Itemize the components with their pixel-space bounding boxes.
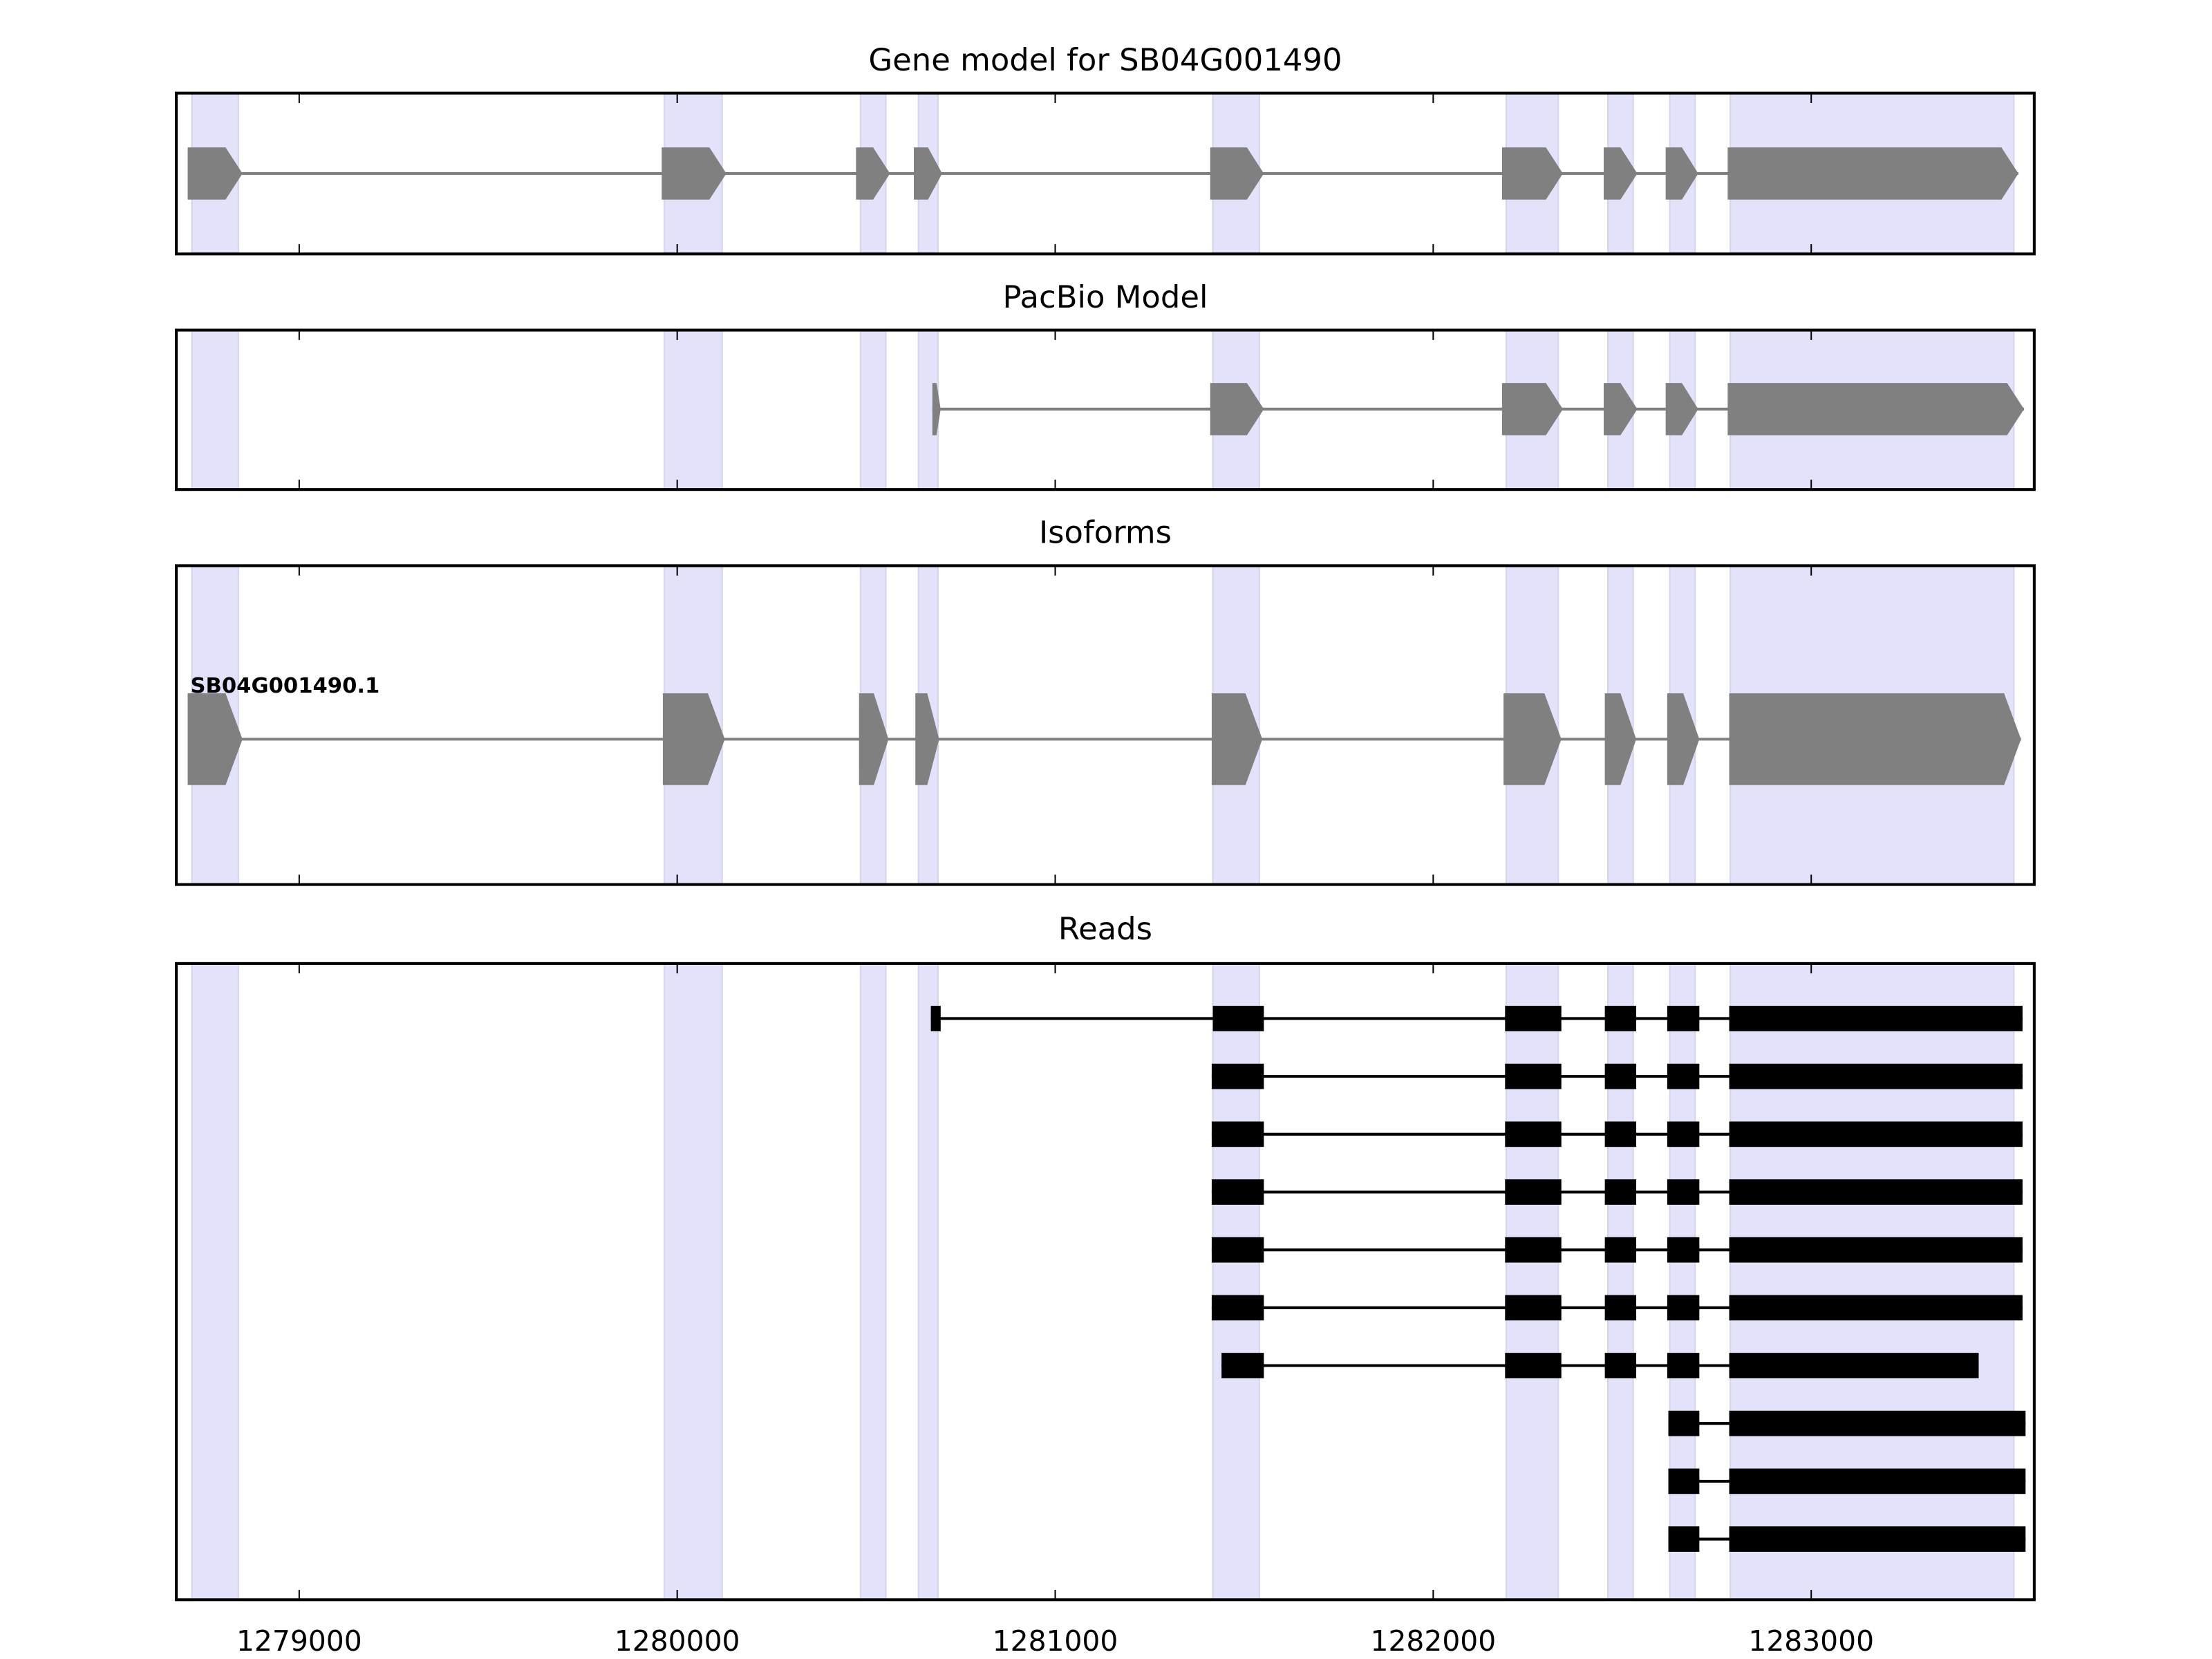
read-exon-block — [1604, 1063, 1637, 1089]
read-exon-block — [1212, 1006, 1264, 1031]
read-exon-block — [1668, 1468, 1700, 1494]
read-exon-block — [1729, 1121, 2023, 1147]
read-exon-block — [1211, 1179, 1264, 1205]
read-exon-block — [1668, 1410, 1700, 1436]
isoform-label: SB04G001490.1 — [191, 674, 380, 698]
panel-frame — [175, 962, 2036, 1602]
exon-arrow — [1501, 383, 1563, 435]
exon-arrow — [1604, 693, 1637, 785]
exon-arrow — [1665, 383, 1698, 435]
panel-title: Reads — [1058, 910, 1152, 947]
read-exon-block — [1604, 1237, 1637, 1263]
shaded-exon-region — [664, 962, 723, 1601]
read-exon-block — [1729, 1353, 1979, 1378]
read-exon-block — [1667, 1121, 1700, 1147]
panel-frame — [175, 564, 2036, 886]
read-exon-block — [1667, 1063, 1700, 1089]
shaded-exon-region — [1606, 962, 1634, 1601]
read-exon-block — [1729, 1410, 2026, 1436]
shaded-exon-region — [191, 962, 239, 1601]
read-exon-block — [1729, 1006, 2023, 1031]
shaded-exon-region — [191, 329, 239, 491]
read-exon-block — [1729, 1063, 2023, 1089]
read-exon-block — [1604, 1121, 1637, 1147]
shaded-exon-region — [859, 962, 887, 1601]
read-exon-block — [1667, 1237, 1700, 1263]
read-exon-block — [1729, 1237, 2023, 1263]
read-exon-block — [1505, 1353, 1562, 1378]
read-exon-block — [1604, 1295, 1637, 1321]
x-tick-label: 1283000 — [1748, 1624, 1874, 1658]
read-exon-block — [1211, 1295, 1264, 1321]
exon-arrow — [1210, 147, 1264, 200]
read-exon-block — [1667, 1006, 1700, 1031]
exon-arrow — [187, 693, 243, 785]
x-tick-label: 1280000 — [615, 1624, 740, 1658]
exon-arrow — [856, 147, 890, 200]
read-exon-block — [1729, 1526, 2026, 1552]
shaded-exon-region — [859, 329, 887, 491]
panel-title: Gene model for SB04G001490 — [868, 41, 1342, 78]
read-exon-block — [1667, 1295, 1700, 1321]
read-exon-block — [1505, 1006, 1562, 1031]
read-exon-block — [1729, 1179, 2023, 1205]
read-exon-block — [1667, 1179, 1700, 1205]
read-exon-block — [1211, 1237, 1264, 1263]
read-exon-block — [1604, 1353, 1637, 1378]
read-exon-block — [1668, 1526, 1700, 1552]
exon-arrow — [187, 147, 243, 200]
x-tick-label: 1279000 — [236, 1624, 362, 1658]
exon-arrow — [914, 147, 943, 200]
read-exon-block — [1211, 1121, 1264, 1147]
shaded-exon-region — [1730, 962, 2015, 1601]
read-exon-block — [1505, 1121, 1562, 1147]
exon-arrow — [1503, 693, 1562, 785]
panel-title: Isoforms — [1039, 514, 1172, 551]
exon-arrow — [1210, 383, 1264, 435]
exon-arrow — [662, 147, 727, 200]
shaded-exon-region — [917, 962, 939, 1601]
read-exon-block — [1505, 1237, 1562, 1263]
panel-frame — [175, 328, 2036, 491]
panel-frame — [175, 91, 2036, 256]
read-exon-block — [1604, 1179, 1637, 1205]
read-exon-block — [1211, 1063, 1264, 1089]
read-exon-block — [1505, 1179, 1562, 1205]
exon-arrow — [662, 693, 725, 785]
x-tick-label: 1281000 — [993, 1624, 1118, 1658]
shaded-exon-region — [664, 329, 723, 491]
exon-arrow — [1727, 383, 2025, 435]
panel-title: PacBio Model — [1003, 279, 1208, 315]
exon-arrow — [1729, 693, 2021, 785]
read-exon-block — [930, 1006, 941, 1031]
exon-arrow — [932, 383, 941, 435]
read-exon-block — [1221, 1353, 1264, 1378]
x-tick-label: 1282000 — [1371, 1624, 1497, 1658]
exon-arrow — [1501, 147, 1563, 200]
read-exon-block — [1505, 1063, 1562, 1089]
exon-arrow — [1727, 147, 2018, 200]
exon-arrow — [1667, 693, 1700, 785]
exon-arrow — [1211, 693, 1263, 785]
shaded-exon-region — [1669, 962, 1696, 1601]
read-exon-block — [1505, 1295, 1562, 1321]
read-exon-block — [1729, 1295, 2023, 1321]
shaded-exon-region — [1505, 962, 1559, 1601]
exon-arrow — [859, 693, 889, 785]
read-exon-block — [1604, 1006, 1637, 1031]
read-exon-block — [1729, 1468, 2026, 1494]
exon-arrow — [1665, 147, 1698, 200]
shaded-exon-region — [1212, 962, 1260, 1601]
read-exon-block — [1667, 1353, 1700, 1378]
